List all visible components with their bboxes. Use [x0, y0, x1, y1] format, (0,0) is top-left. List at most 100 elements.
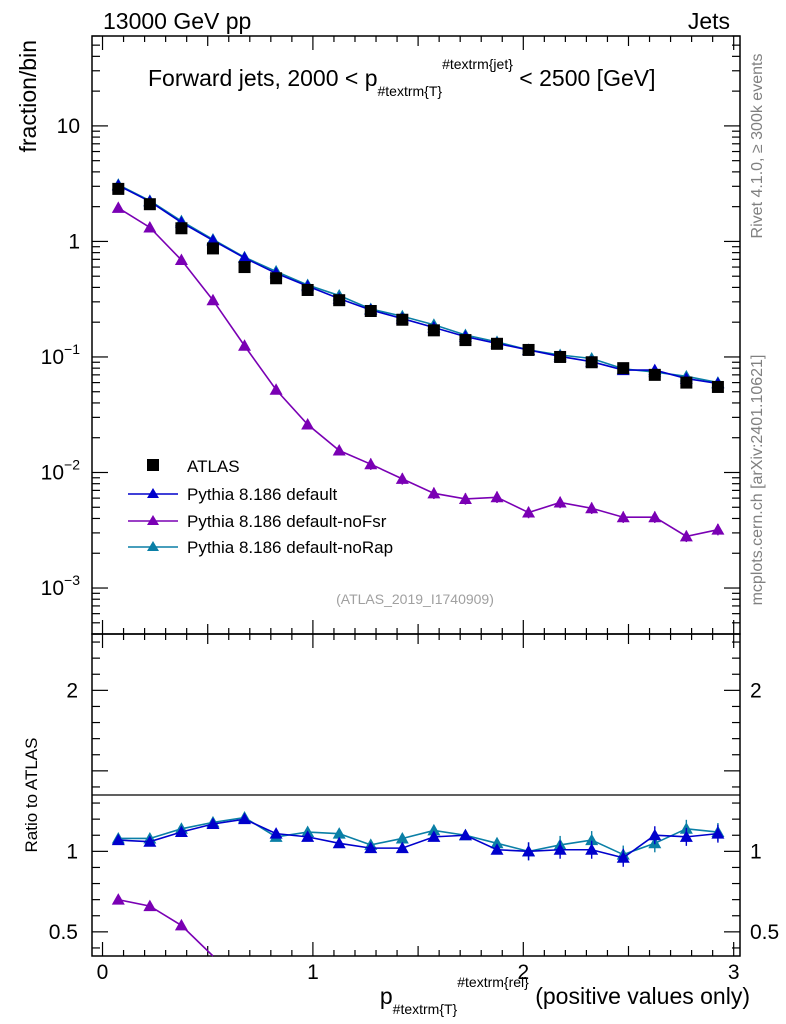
ratio-point-noFsr — [143, 899, 157, 912]
legend-label-default: Pythia 8.186 default — [187, 485, 338, 504]
atlas-data-point — [554, 350, 567, 363]
data-point-noFsr — [238, 339, 252, 351]
ratio-point-default — [143, 835, 157, 847]
ratio-point-default — [395, 841, 409, 854]
ratio-point-default — [553, 843, 567, 855]
ratio-line-noFsr — [118, 898, 214, 957]
data-point-noFsr — [490, 490, 504, 503]
legend-marker-atlas — [147, 459, 159, 471]
ratio-plot: 0.5 0.5 1 1 2 2 Ratio to ATLAS — [22, 633, 779, 957]
data-point-noFsr — [648, 510, 662, 523]
ratio-point-default — [301, 830, 315, 842]
x-tick-label: 2 — [517, 961, 529, 984]
plot-title-subscript: #textrm{T} — [377, 83, 442, 99]
atlas-data-point — [175, 222, 188, 235]
main-series-layer — [111, 178, 725, 543]
data-point-noFsr — [269, 383, 283, 395]
atlas-data-point — [143, 198, 156, 211]
atlas-data-point — [238, 261, 251, 274]
x-tick-label: 1 — [307, 961, 319, 984]
atlas-data-point — [522, 343, 535, 356]
atlas-data-point — [427, 324, 440, 337]
data-point-noFsr — [458, 492, 472, 504]
data-point-noFsr — [711, 523, 725, 535]
data-point-noFsr — [301, 418, 315, 430]
ratio-point-default — [238, 812, 252, 825]
ratio-tick-label-right: 2 — [750, 679, 762, 702]
ratio-tick-label-right: 1 — [750, 840, 762, 863]
ratio-point-default — [364, 841, 378, 854]
atlas-data-point — [270, 272, 283, 285]
ratio-tick-label-right: 0.5 — [750, 921, 779, 944]
atlas-data-point — [333, 294, 346, 307]
x-axis-label-tail: (positive values only) — [529, 983, 750, 1009]
main-y-axis-label: fraction/bin — [15, 40, 41, 153]
legend-marker-norap — [147, 541, 159, 551]
ratio-y-axis-label: Ratio to ATLAS — [22, 738, 41, 853]
data-point-noFsr — [616, 510, 630, 523]
series-line-noRap — [117, 183, 719, 384]
main-plot: 10 1 10−1 10−2 10−3 fraction/bin Forward jet… — [15, 35, 741, 635]
ratio-point-default — [490, 843, 504, 855]
atlas-data-point — [648, 368, 661, 381]
analysis-watermark: (ATLAS_2019_I1740909) — [336, 591, 494, 607]
legend-marker-nofsr — [147, 515, 159, 525]
ratio-axis-ticks: 0.5 0.5 1 1 2 2 — [49, 634, 779, 956]
data-point-noFsr — [332, 444, 346, 456]
y-tick-label: 1 — [68, 230, 80, 253]
x-tick-labels: 0 1 2 3 — [97, 961, 740, 984]
plot-title-main: Forward jets, 2000 < p — [148, 65, 377, 91]
legend-label-nofsr: Pythia 8.186 default-noFsr — [187, 512, 387, 531]
legend-label-atlas: ATLAS — [187, 457, 240, 476]
y-tick-label: 10−2 — [41, 456, 81, 484]
ratio-point-default — [711, 827, 725, 839]
ratio-point-default — [522, 844, 536, 857]
legend: ATLAS Pythia 8.186 default Pythia 8.186 … — [128, 457, 393, 557]
atlas-data-point — [112, 182, 125, 195]
atlas-data-point — [680, 376, 693, 389]
ratio-point-noRap — [332, 827, 346, 839]
atlas-data-point — [585, 356, 598, 369]
plot-title: Forward jets, 2000 < p#textrm{T}#textrm{… — [148, 56, 655, 99]
ratio-tick-label-left: 1 — [66, 840, 78, 863]
legend-label-norap: Pythia 8.186 default-noRap — [187, 538, 393, 557]
atlas-data-point — [459, 334, 472, 347]
ratio-tick-label-left: 0.5 — [49, 921, 78, 944]
x-tick-label: 0 — [97, 961, 109, 984]
atlas-data-point — [491, 337, 503, 350]
y-tick-label: 10−1 — [41, 341, 81, 369]
data-point-default — [238, 251, 252, 263]
ratio-line-noRap — [118, 816, 718, 856]
header-category-label: Jets — [688, 8, 730, 34]
data-point-noFsr — [395, 472, 409, 484]
ratio-point-default — [679, 830, 693, 842]
ratio-point-noRap — [490, 836, 504, 849]
atlas-data-point — [396, 313, 409, 326]
ratio-line-default — [118, 818, 718, 859]
ratio-point-noFsr — [174, 918, 188, 931]
data-point-noFsr — [174, 253, 188, 266]
data-point-noFsr — [522, 506, 536, 518]
series-line-default — [117, 184, 719, 385]
y-tick-label: 10 — [57, 115, 80, 138]
data-point-noFsr — [427, 486, 441, 499]
main-axis-ticks: 10 1 10−1 10−2 10−3 — [41, 35, 740, 635]
x-axis-label-main: p — [380, 983, 393, 1009]
ratio-point-default — [427, 830, 441, 842]
y-tick-label: 10−3 — [41, 572, 81, 600]
ratio-point-noFsr — [111, 893, 125, 905]
ratio-point-default — [585, 843, 599, 855]
ratio-point-noRap — [585, 833, 599, 846]
atlas-data-point — [617, 362, 630, 375]
ratio-point-default — [616, 851, 630, 863]
ratio-point-default — [206, 817, 220, 829]
data-point-noFsr — [111, 201, 125, 213]
atlas-data-point — [206, 242, 219, 255]
ratio-point-default — [648, 828, 662, 841]
ratio-point-noRap — [395, 831, 409, 844]
atlas-data-point — [364, 304, 377, 317]
ratio-point-noRap — [427, 823, 441, 836]
ratio-point-default — [458, 828, 472, 841]
header-energy-label: 13000 GeV pp — [103, 8, 251, 34]
rivet-version-label: Rivet 4.1.0, ≥ 300k events — [749, 54, 766, 239]
